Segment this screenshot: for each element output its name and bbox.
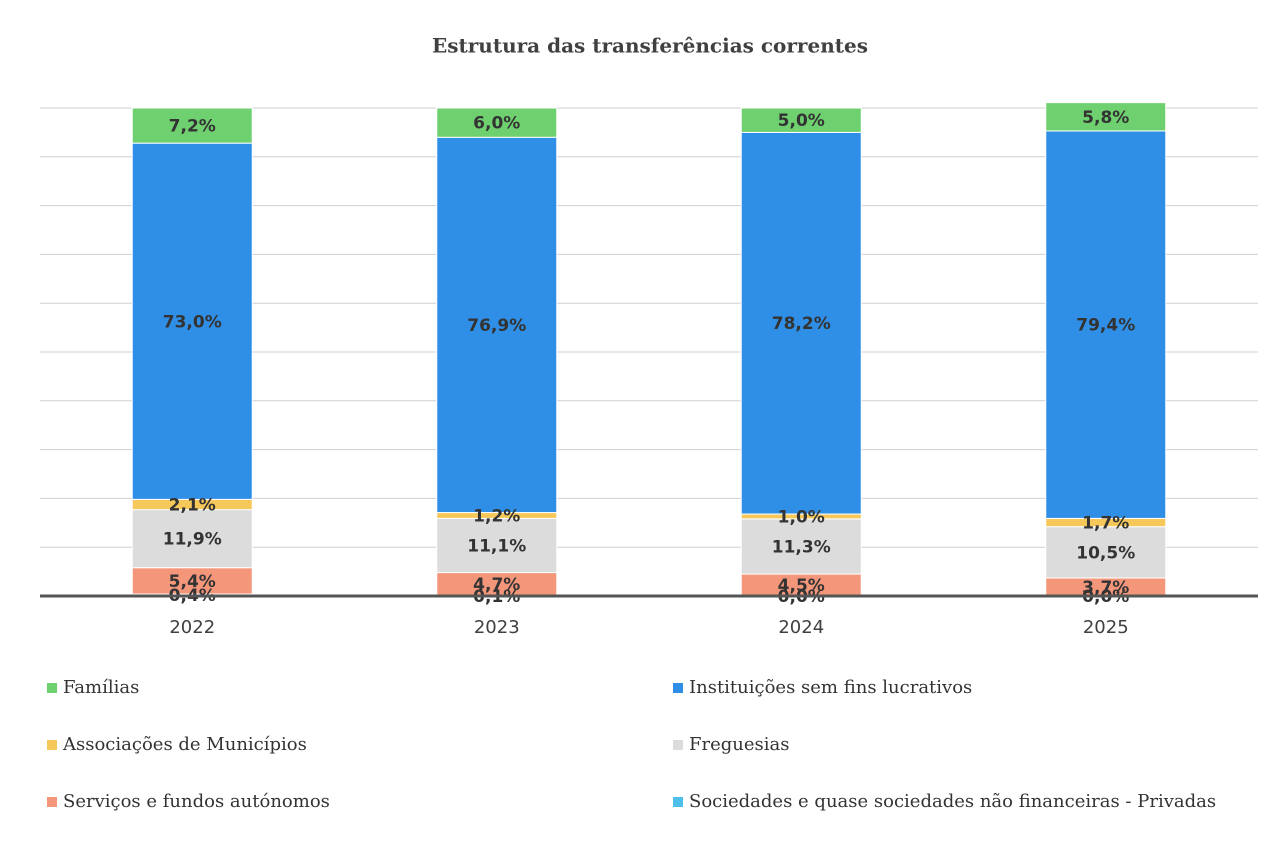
x-tick-label: 2024	[778, 617, 824, 638]
bar-segment	[131, 142, 253, 500]
data-label: 5,4%	[169, 572, 216, 592]
data-label: 4,5%	[778, 576, 825, 596]
data-label: 3,7%	[1082, 578, 1129, 598]
legend-label: Freguesias	[689, 734, 789, 755]
bar-segment	[436, 517, 558, 574]
bar-segment	[436, 136, 558, 514]
legend-swatch	[47, 683, 57, 693]
data-label: 10,5%	[1076, 543, 1135, 563]
data-label: 5,8%	[1082, 108, 1129, 128]
data-label: 4,7%	[473, 575, 520, 595]
data-label: 11,3%	[772, 537, 831, 557]
legend-swatch	[673, 740, 683, 750]
legend-label: Serviços e fundos autónomos	[63, 791, 330, 812]
data-label: 6,0%	[473, 114, 520, 134]
bar-segment	[1045, 526, 1167, 579]
data-label: 1,0%	[778, 507, 825, 527]
data-label: 76,9%	[467, 316, 526, 336]
data-label: 5,0%	[778, 111, 825, 131]
legend-swatch	[673, 683, 683, 693]
data-label: 1,7%	[1082, 514, 1129, 534]
legend-label: Sociedades e quase sociedades não financ…	[689, 791, 1216, 812]
bar-segment	[436, 107, 558, 138]
legend-label: Famílias	[63, 677, 139, 698]
data-label: 11,1%	[467, 536, 526, 556]
bar-segment	[131, 107, 253, 144]
bar-segment	[740, 107, 862, 133]
data-label: 7,2%	[169, 117, 216, 137]
legend-label: Instituições sem fins lucrativos	[689, 677, 972, 698]
bar-segment	[1045, 130, 1167, 519]
bar-segment	[131, 509, 253, 569]
legend-swatch	[673, 797, 683, 807]
legend-swatch	[47, 740, 57, 750]
data-label: 2,1%	[169, 496, 216, 516]
x-tick-label: 2022	[169, 617, 215, 638]
x-tick-label: 2023	[474, 617, 520, 638]
data-label: 73,0%	[163, 312, 222, 332]
x-tick-label: 2025	[1083, 617, 1129, 638]
data-label: 78,2%	[772, 314, 831, 334]
legend-label: Associações de Municípios	[62, 734, 307, 755]
bar-segment	[740, 518, 862, 575]
data-label: 1,2%	[473, 506, 520, 526]
bar-segment	[740, 131, 862, 515]
bar-segment	[1045, 102, 1167, 132]
data-label: 79,4%	[1076, 316, 1135, 336]
data-label: 11,9%	[163, 530, 222, 550]
legend-swatch	[47, 797, 57, 807]
chart-title: Estrutura das transferências correntes	[432, 34, 868, 58]
